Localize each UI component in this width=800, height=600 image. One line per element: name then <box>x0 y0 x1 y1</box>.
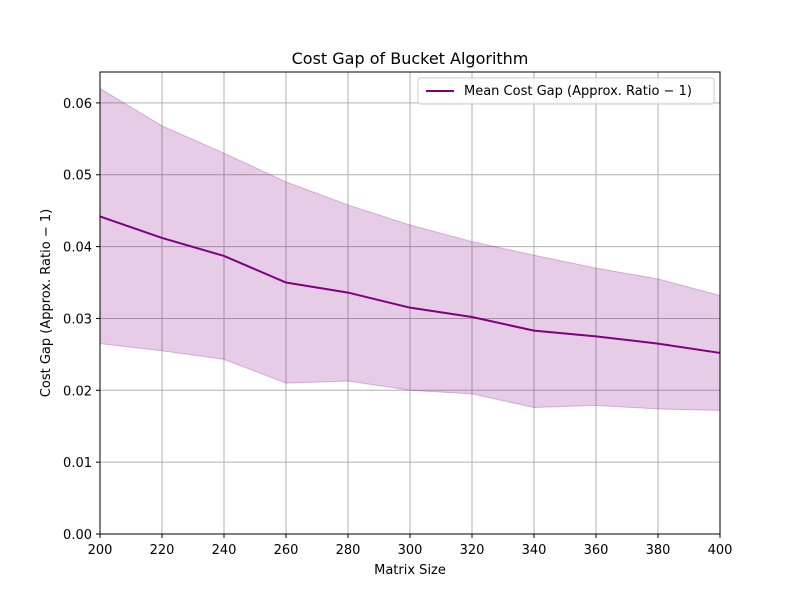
x-tick-label-10: 400 <box>708 543 733 558</box>
legend-box <box>417 77 715 105</box>
x-tick-label-6: 320 <box>460 543 485 558</box>
x-axis-label: Matrix Size <box>374 563 446 578</box>
y-tick-label-2: 0.02 <box>63 384 92 399</box>
mean-cost-gap-line <box>99 215 721 354</box>
x-tick-label-0: 200 <box>88 543 113 558</box>
y-tick-label-5: 0.05 <box>63 169 92 184</box>
legend-entry-mean: Mean Cost Gap (Approx. Ratio − 1) <box>464 84 692 99</box>
x-tick-label-8: 360 <box>584 543 609 558</box>
y-tick-label-3: 0.03 <box>63 312 92 327</box>
x-axis-ticks: 200 220 240 260 280 300 320 340 360 380 400 <box>88 534 733 558</box>
x-tick-label-7: 340 <box>522 543 547 558</box>
y-tick-label-4: 0.04 <box>63 241 92 256</box>
x-tick-label-5: 300 <box>398 543 423 558</box>
y-axis-ticks: 0.00 0.01 0.02 0.03 0.04 0.05 0.06 <box>63 97 100 543</box>
y-tick-label-6: 0.06 <box>63 97 92 112</box>
chart-title: Cost Gap of Bucket Algorithm <box>292 49 529 68</box>
x-tick-label-9: 380 <box>646 543 671 558</box>
x-tick-label-3: 260 <box>274 543 299 558</box>
x-tick-label-4: 280 <box>336 543 361 558</box>
y-axis-label: Cost Gap (Approx. Ratio − 1) <box>39 209 54 397</box>
legend: Mean Cost Gap (Approx. Ratio − 1) <box>417 77 715 105</box>
y-tick-label-1: 0.01 <box>63 456 92 471</box>
x-tick-label-1: 220 <box>150 543 175 558</box>
y-tick-label-0: 0.00 <box>63 528 92 543</box>
x-tick-label-2: 240 <box>212 543 237 558</box>
